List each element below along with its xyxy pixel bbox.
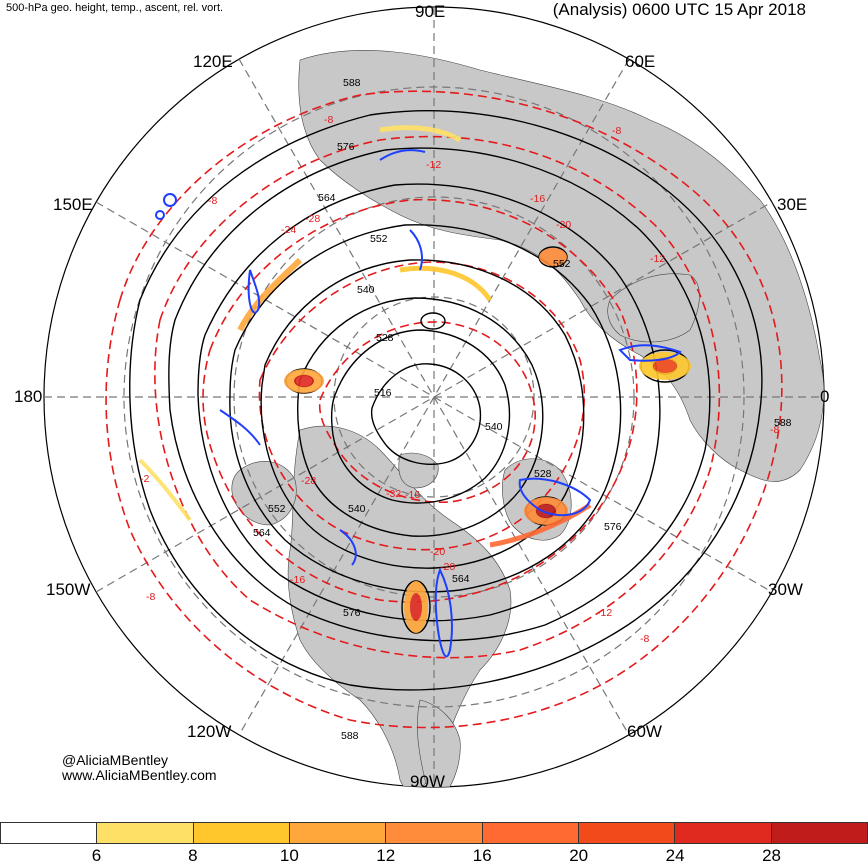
height-label: 528 <box>376 332 394 344</box>
temp-label: -8 <box>324 114 333 126</box>
graticule <box>44 7 824 787</box>
colorbar-tick-label: 12 <box>376 846 396 865</box>
temp-label: -8 <box>770 424 779 436</box>
land-central-america <box>417 699 461 787</box>
longitude-label-90w: 90W <box>410 772 445 791</box>
height-label: 588 <box>774 417 792 429</box>
height-label: 540 <box>348 503 366 515</box>
temp-label: -12 <box>650 253 665 265</box>
temp-label: -28 <box>305 213 320 225</box>
temp-label: -16 <box>530 193 545 205</box>
colorbar-tick-label: 6 <box>91 846 102 865</box>
temp-label: -8 <box>146 591 155 603</box>
height-label: 564 <box>318 192 336 204</box>
temp-label: -12 <box>426 159 441 171</box>
temp-label: -2 <box>140 473 149 485</box>
colorbar-tick-label: 10 <box>279 846 299 865</box>
colorbar-tick-label: 24 <box>665 846 685 865</box>
temp-label: -20 <box>556 219 571 231</box>
temp-label: -8 <box>640 633 649 645</box>
temp-label: -28 <box>301 475 316 487</box>
longitude-label-30e: 30E <box>777 195 808 214</box>
geopotential-height-contours <box>129 110 763 691</box>
height-label: 516 <box>374 387 392 399</box>
height-label: 564 <box>452 573 470 585</box>
height-label: 540 <box>485 421 503 433</box>
map-content <box>44 7 824 787</box>
colorbar-segment <box>96 822 194 844</box>
height-label: 588 <box>341 730 359 742</box>
colorbar-tick-label: 20 <box>569 846 589 865</box>
height-label: 552 <box>370 233 388 245</box>
temp-label: -12 <box>597 607 612 619</box>
longitude-label-180: 180 <box>14 387 43 406</box>
temp-label: -20 <box>440 561 455 573</box>
temp-label: -24 <box>281 224 296 236</box>
temp-label: -16 <box>405 489 420 501</box>
colorbar-tick-label: 8 <box>188 846 198 865</box>
temperature-contours <box>105 90 783 729</box>
colorbar-segment <box>481 822 579 844</box>
longitude-label-150e: 150E <box>53 195 93 214</box>
relative-vorticity-shading <box>138 125 691 633</box>
temp-label: -8 <box>612 125 621 137</box>
colorbar-segment <box>385 822 483 844</box>
author-handle: @AliciaMBentley <box>62 752 169 768</box>
colorbar-segment <box>288 822 387 844</box>
colorbar-tick-label: 16 <box>472 846 492 865</box>
height-label: 576 <box>337 141 355 153</box>
temp-label: -32 <box>386 488 401 500</box>
colorbar-segment <box>770 822 868 844</box>
author-website[interactable]: www.AliciaMBentley.com <box>62 767 217 783</box>
polar-stereographic-map: 588 576 564 552 540 528 516 552 540 528 … <box>43 6 825 788</box>
colorbar-segment <box>192 822 290 844</box>
height-label: 552 <box>553 258 571 270</box>
height-label: 528 <box>534 468 552 480</box>
analysis-time: (Analysis) 0600 UTC 15 Apr 2018 <box>552 0 806 19</box>
vorticity-colorbar <box>0 822 868 844</box>
longitude-label-90e: 90E <box>415 2 446 21</box>
map-description: 500-hPa geo. height, temp., ascent, rel.… <box>6 2 224 14</box>
temperature-contour-labels: -8 -12 -16 -20 -24 -28 -32 -8 -12 -16 -2… <box>140 114 779 645</box>
land-alaska <box>231 461 297 526</box>
land-arctic-islands <box>398 452 439 489</box>
colorbar-tick-label: 28 <box>762 846 782 865</box>
colorbar-segment <box>674 822 772 844</box>
longitude-label-0: 0 <box>820 387 830 406</box>
longitude-label-60w: 60W <box>627 722 662 741</box>
temp-label: -20 <box>430 546 445 558</box>
ascent-contours <box>155 149 682 658</box>
height-label: 576 <box>343 607 361 619</box>
colorbar-segment <box>577 822 676 844</box>
height-label: 564 <box>253 527 271 539</box>
longitude-label-30w: 30W <box>768 580 803 599</box>
colorbar-segment <box>0 822 98 844</box>
temp-label: -16 <box>290 574 305 586</box>
height-label: 552 <box>268 503 286 515</box>
longitude-label-60e: 60E <box>625 52 656 71</box>
height-contour-labels: 588 576 564 552 540 528 516 552 540 528 … <box>253 77 792 742</box>
height-label: 588 <box>343 77 361 89</box>
height-label: 576 <box>604 521 622 533</box>
longitude-label-120e: 120E <box>193 52 233 71</box>
land-scandinavia <box>607 273 700 343</box>
longitude-label-150w: 150W <box>46 580 91 599</box>
longitude-label-120w: 120W <box>187 722 232 741</box>
height-label: 540 <box>357 284 375 296</box>
temp-label: -8 <box>208 195 217 207</box>
